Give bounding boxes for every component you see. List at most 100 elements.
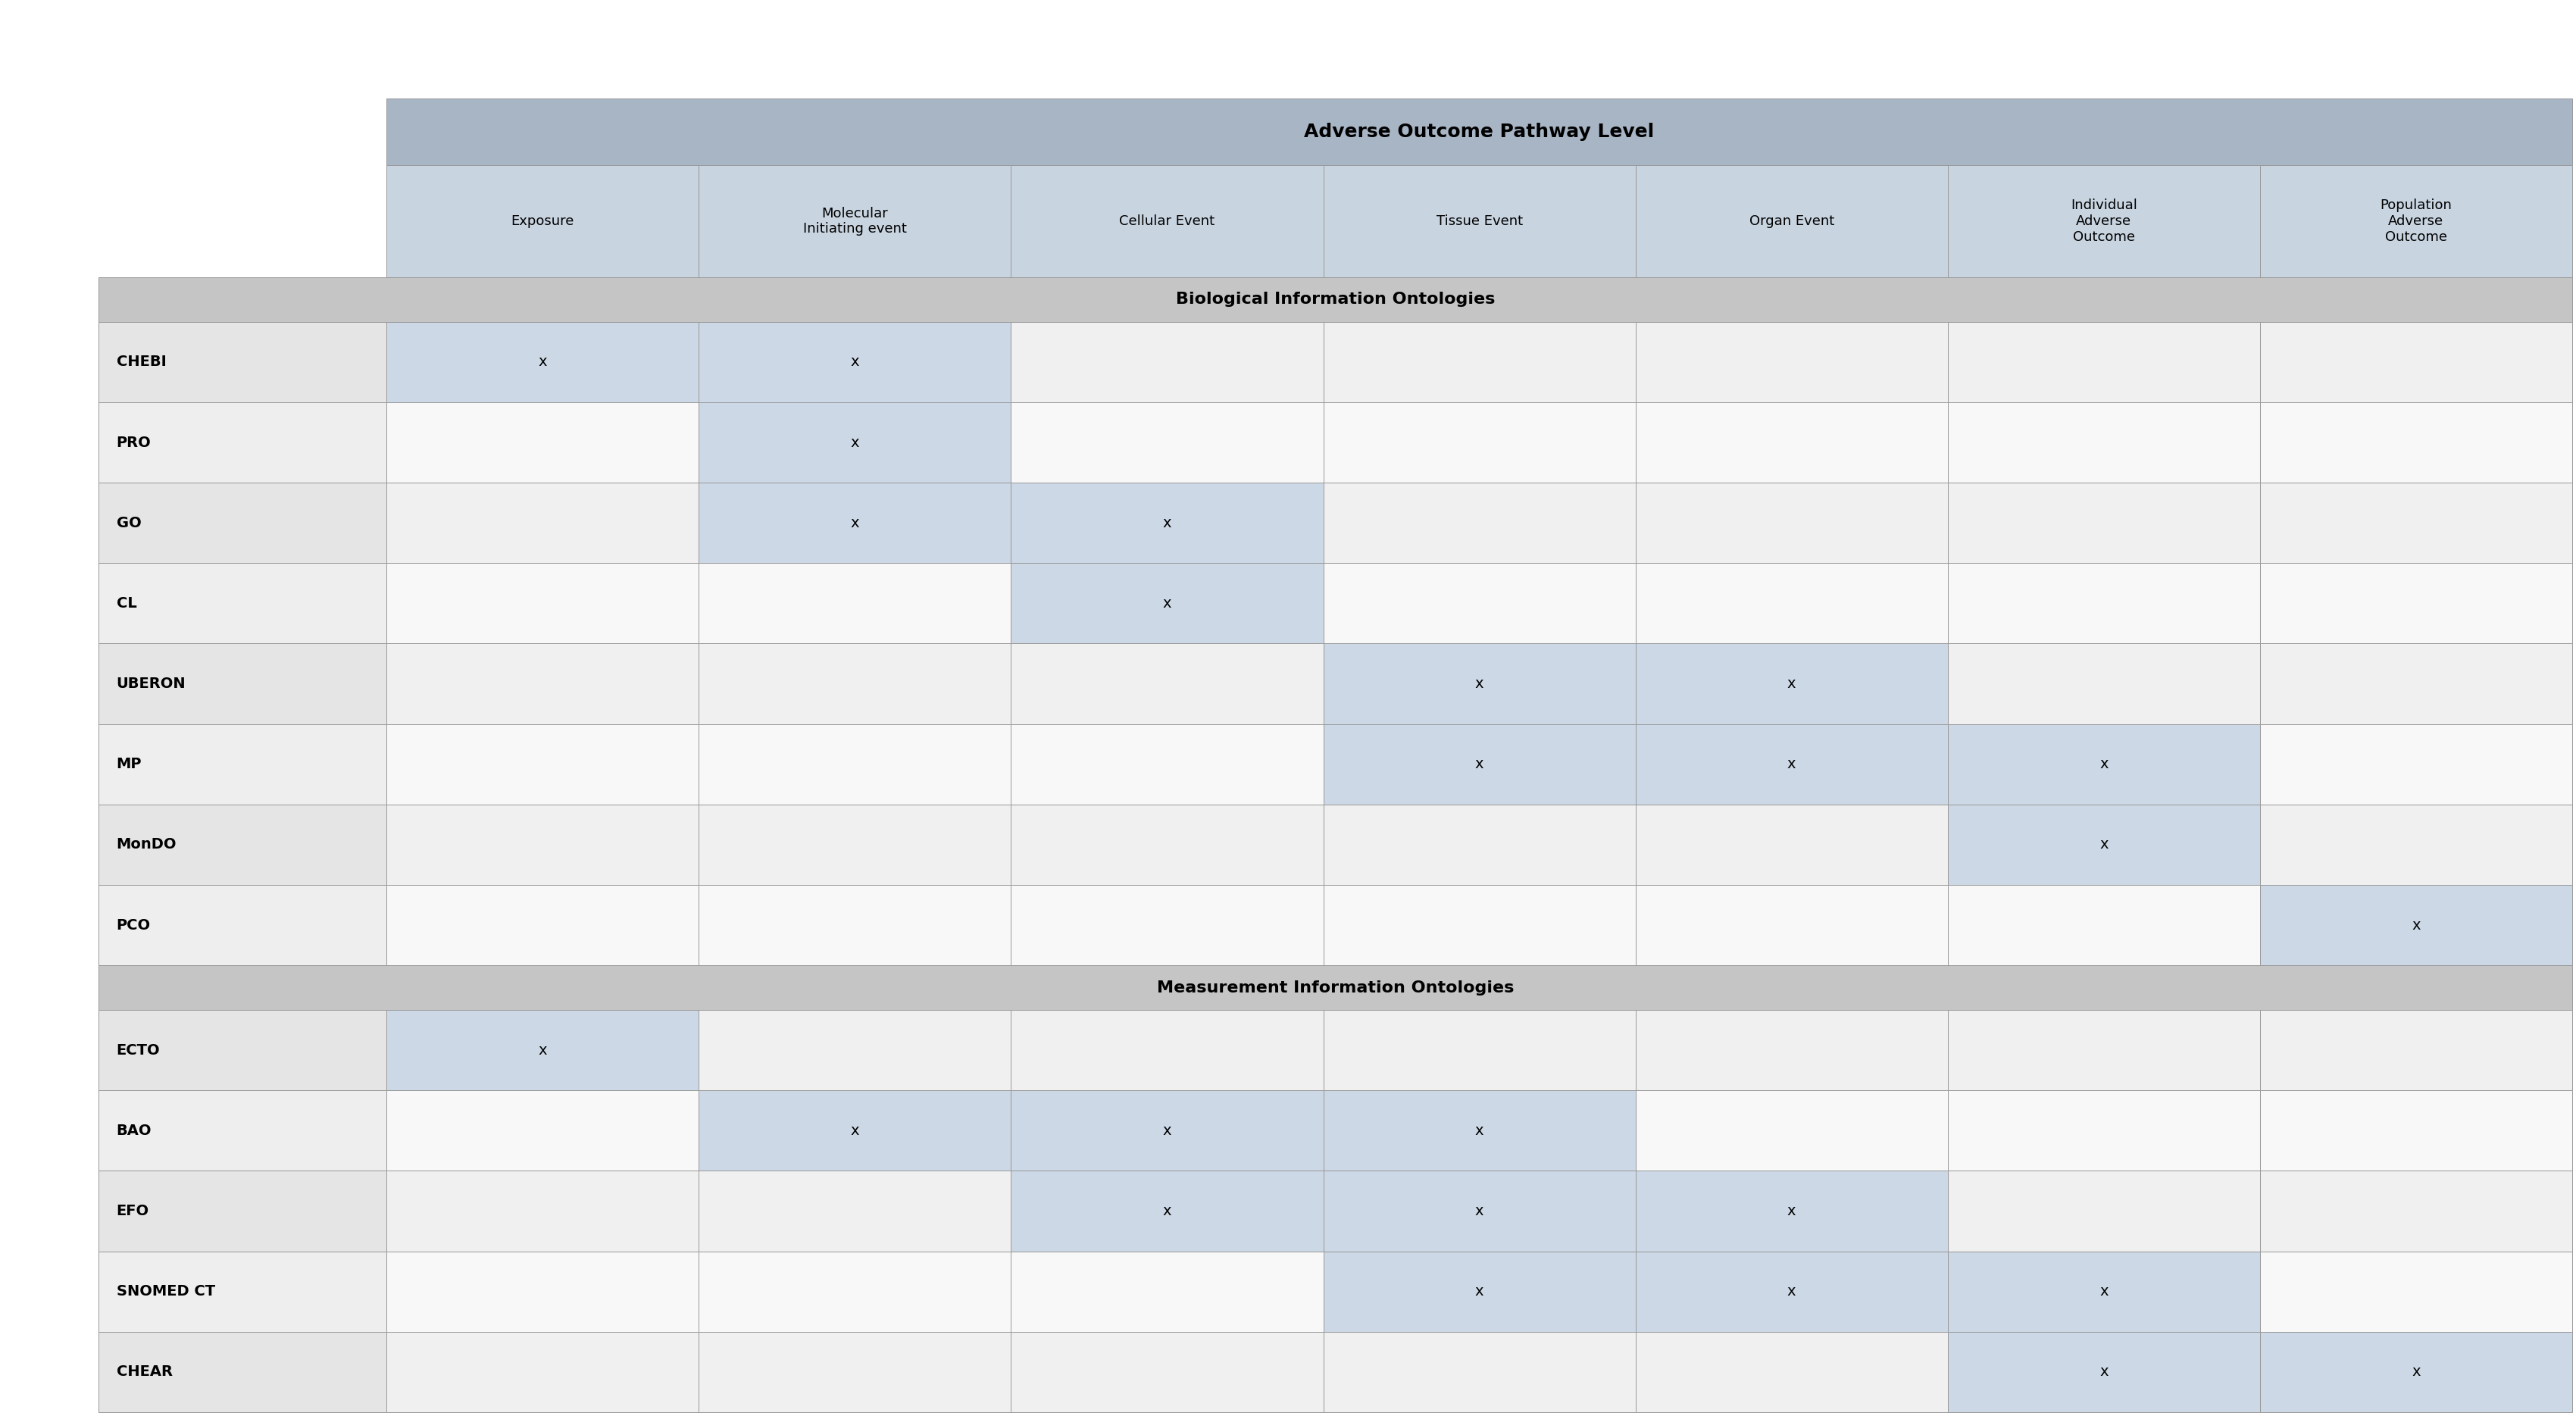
Bar — [1636, 1010, 1947, 1090]
Bar — [698, 804, 1010, 885]
Bar — [1324, 724, 1636, 804]
Bar — [1324, 1090, 1636, 1171]
Text: Population
Adverse
Outcome: Population Adverse Outcome — [2380, 198, 2452, 244]
Bar — [1636, 166, 1947, 278]
Bar — [386, 99, 2571, 166]
Text: SNOMED CT: SNOMED CT — [116, 1284, 214, 1298]
Bar — [1324, 321, 1636, 402]
Bar — [98, 278, 2571, 321]
Bar — [386, 1252, 698, 1331]
Bar — [698, 1331, 1010, 1412]
Text: x: x — [1162, 596, 1172, 610]
Bar — [1010, 1331, 1324, 1412]
Bar — [1010, 1010, 1324, 1090]
Bar — [98, 1331, 386, 1412]
Bar — [1010, 1171, 1324, 1252]
Text: x: x — [538, 1044, 546, 1058]
Bar — [1947, 804, 2259, 885]
Bar — [2259, 166, 2571, 278]
Bar — [1010, 564, 1324, 644]
Bar — [1324, 1010, 1636, 1090]
Text: Adverse Outcome Pathway Level: Adverse Outcome Pathway Level — [1303, 123, 1654, 142]
Text: x: x — [1788, 1284, 1795, 1298]
Text: x: x — [1162, 515, 1172, 530]
Bar — [2259, 483, 2571, 564]
Bar — [1324, 1252, 1636, 1331]
Bar — [98, 804, 386, 885]
Text: x: x — [1476, 677, 1484, 691]
Text: EFO: EFO — [116, 1204, 149, 1218]
Bar — [98, 885, 386, 966]
Bar — [98, 564, 386, 644]
Bar — [2259, 1010, 2571, 1090]
Bar — [1010, 885, 1324, 966]
Bar — [98, 1090, 386, 1171]
Bar — [1636, 321, 1947, 402]
Bar — [698, 885, 1010, 966]
Bar — [698, 644, 1010, 724]
Text: Biological Information Ontologies: Biological Information Ontologies — [1175, 292, 1494, 307]
Text: Tissue Event: Tissue Event — [1437, 214, 1522, 228]
Bar — [1010, 804, 1324, 885]
Bar — [386, 885, 698, 966]
Text: Organ Event: Organ Event — [1749, 214, 1834, 228]
Bar — [98, 1171, 386, 1252]
Bar — [386, 1010, 698, 1090]
Text: x: x — [538, 355, 546, 370]
Bar — [1636, 885, 1947, 966]
Text: x: x — [1476, 758, 1484, 772]
Bar — [386, 1171, 698, 1252]
Bar — [2259, 321, 2571, 402]
Text: x: x — [2099, 837, 2107, 852]
Bar — [1947, 483, 2259, 564]
Text: Measurement Information Ontologies: Measurement Information Ontologies — [1157, 980, 1515, 995]
Text: PRO: PRO — [116, 435, 152, 450]
Text: GO: GO — [116, 515, 142, 530]
Bar — [698, 321, 1010, 402]
Bar — [1324, 885, 1636, 966]
Bar — [1636, 644, 1947, 724]
Bar — [1636, 564, 1947, 644]
Bar — [1636, 804, 1947, 885]
Bar — [98, 1010, 386, 1090]
Text: x: x — [1788, 677, 1795, 691]
Bar — [1324, 483, 1636, 564]
Text: x: x — [1162, 1204, 1172, 1218]
Text: x: x — [2099, 1365, 2107, 1379]
Text: x: x — [2411, 918, 2421, 932]
Bar — [2259, 402, 2571, 483]
Text: x: x — [1476, 1284, 1484, 1298]
Bar — [2259, 644, 2571, 724]
Text: MonDO: MonDO — [116, 837, 178, 852]
Bar — [1324, 804, 1636, 885]
Text: MP: MP — [116, 758, 142, 772]
Bar — [1947, 644, 2259, 724]
Text: CL: CL — [116, 596, 137, 610]
Bar — [1636, 1171, 1947, 1252]
Bar — [2259, 564, 2571, 644]
Bar — [1947, 1252, 2259, 1331]
Bar — [698, 1010, 1010, 1090]
Bar — [386, 724, 698, 804]
Bar — [1010, 402, 1324, 483]
Text: x: x — [850, 435, 860, 450]
Bar — [98, 644, 386, 724]
Text: x: x — [1476, 1204, 1484, 1218]
Text: x: x — [2411, 1365, 2421, 1379]
Bar — [1324, 166, 1636, 278]
Text: x: x — [1476, 1123, 1484, 1138]
Text: x: x — [850, 515, 860, 530]
Bar — [98, 724, 386, 804]
Bar — [1947, 885, 2259, 966]
Text: x: x — [850, 1123, 860, 1138]
Bar — [1010, 166, 1324, 278]
Bar — [698, 1252, 1010, 1331]
Bar — [1947, 166, 2259, 278]
Bar — [98, 1252, 386, 1331]
Bar — [1947, 402, 2259, 483]
Text: PCO: PCO — [116, 918, 149, 932]
Bar — [1636, 1331, 1947, 1412]
Bar — [1636, 483, 1947, 564]
Bar — [386, 564, 698, 644]
Text: x: x — [2099, 1284, 2107, 1298]
